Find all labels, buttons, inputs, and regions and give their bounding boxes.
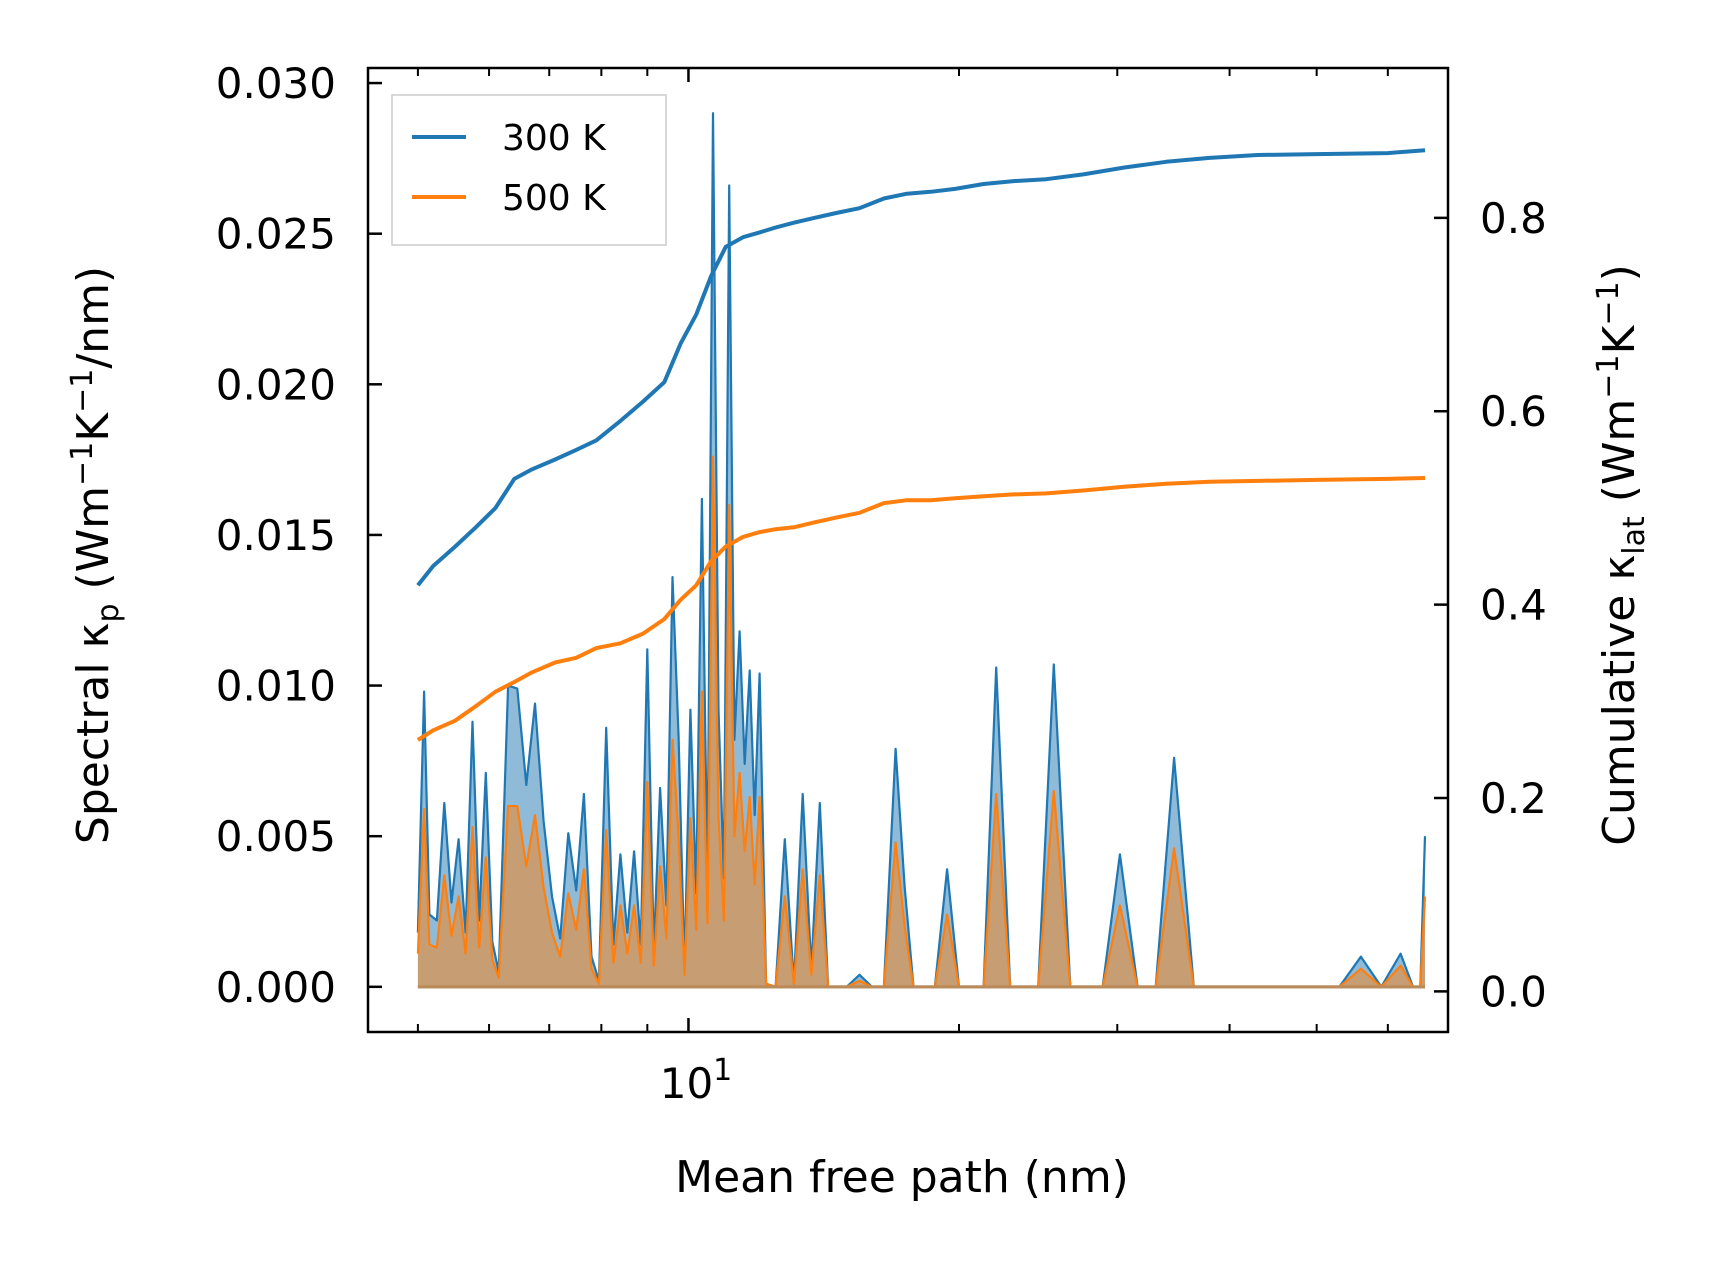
y-right-tick-label: 0.2: [1480, 774, 1547, 823]
spectral-fill-500k: [417, 456, 1425, 987]
y-right-tick-label: 0.0: [1480, 967, 1547, 1016]
y-left-tick-label: 0.015: [216, 511, 336, 560]
spectral-line-300k: [416, 112, 1427, 988]
plot-frame: [366, 66, 1450, 1034]
legend-box: [391, 94, 667, 246]
x-tick-label-10: 101: [660, 1053, 733, 1108]
y-axis-title-left: Spectral κp (Wm−1K−1/nm): [65, 266, 126, 844]
legend-label-500k: 500 K: [502, 178, 607, 219]
x-axis-title: Mean free path (nm): [675, 1152, 1129, 1203]
spectral-fills: [416, 112, 1427, 989]
axis-ticks: 0.000 0.005 0.010 0.015 0.020 0.025 0.030 0.0 0.…: [216, 59, 1547, 1032]
y-left-tick-label: 0.000: [216, 963, 336, 1012]
cumulative-line-500k: [416, 476, 1426, 742]
y-left-tick-label: 0.025: [216, 210, 336, 259]
cumulative-line-300k: [416, 148, 1426, 587]
y-axis-title-right: Cumulative κlat (Wm−1K−1): [1591, 264, 1652, 846]
y-right-tick-label: 0.6: [1480, 387, 1547, 436]
spectral-line-500k: [416, 455, 1427, 988]
y-left-tick-label: 0.005: [216, 812, 336, 861]
legend: 300 K 500 K: [391, 94, 667, 246]
series-lines: [416, 148, 1426, 742]
y-right-tick-label: 0.8: [1480, 194, 1547, 243]
y-right-tick-label: 0.4: [1480, 581, 1547, 630]
y-left-tick-label: 0.030: [216, 59, 336, 108]
legend-label-300k: 300 K: [502, 118, 607, 159]
y-left-tick-label: 0.010: [216, 662, 336, 711]
y-left-tick-label: 0.020: [216, 360, 336, 409]
